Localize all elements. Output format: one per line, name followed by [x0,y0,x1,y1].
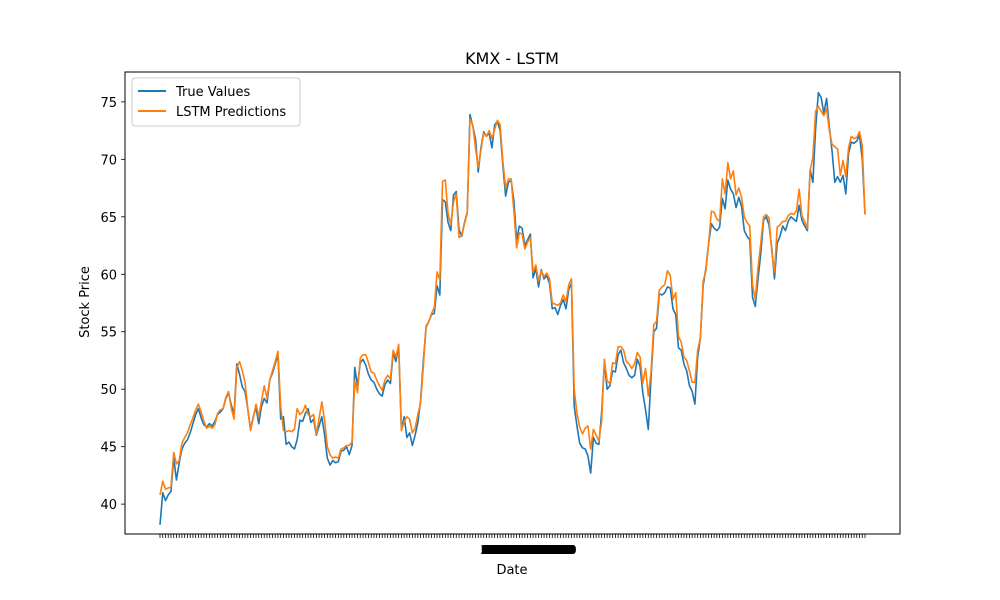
plot-frame [124,71,901,535]
y-tick-label: 75 [100,96,117,111]
legend-label-true-values: True Values [175,85,250,100]
y-axis-label: Stock Price [78,266,93,338]
x-axis-label: Date [496,563,527,578]
legend: True Values LSTM Predictions [131,77,301,127]
y-tick-label: 45 [100,441,117,456]
y-tick-label: 55 [100,326,117,341]
y-tick-label: 65 [100,211,117,226]
x-tick-labels-overlapped: 2000000000000000000000000000000000000000… [480,543,576,557]
y-tick-label: 40 [100,498,117,513]
series-line-lstm-predictions [159,105,866,496]
chart-title: KMX - LSTM [465,49,559,68]
y-tick-label: 70 [100,153,117,168]
y-tick-label: 60 [100,268,117,283]
legend-box [131,77,301,127]
y-tick-label: 50 [100,383,117,398]
plot-area: 2000000000000000000000000000000000000000… [100,71,901,557]
legend-label-lstm-predictions: LSTM Predictions [176,105,286,120]
